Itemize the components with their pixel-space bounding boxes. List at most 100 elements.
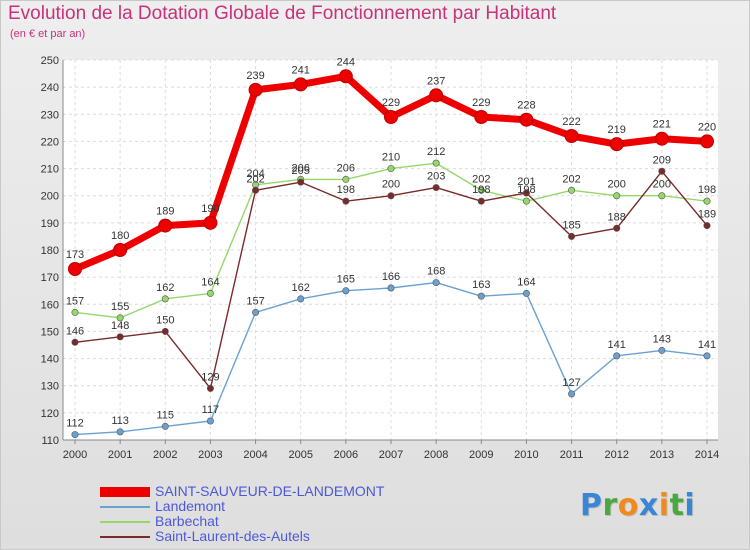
- data-label: 164: [517, 276, 535, 288]
- data-point: [522, 189, 530, 197]
- data-point: [658, 192, 666, 200]
- data-point: [568, 186, 576, 194]
- y-tick-label: 150: [41, 326, 59, 338]
- data-label: 200: [653, 179, 671, 191]
- x-tick-label: 2012: [604, 449, 628, 461]
- data-label: 173: [66, 249, 84, 261]
- x-tick-label: 2011: [560, 449, 584, 461]
- data-label: 162: [156, 282, 174, 294]
- data-point: [248, 82, 263, 97]
- data-label: 200: [382, 179, 400, 191]
- y-tick-label: 120: [41, 408, 59, 420]
- data-label: 141: [608, 339, 626, 351]
- data-point: [116, 428, 124, 436]
- data-point: [432, 184, 440, 192]
- data-label: 127: [562, 377, 580, 389]
- data-label: 239: [246, 70, 264, 82]
- data-point: [342, 287, 350, 295]
- chart-title: Evolution de la Dotation Globale de Fonc…: [8, 3, 557, 24]
- data-point: [338, 69, 353, 84]
- data-point: [703, 197, 711, 205]
- data-label: 155: [111, 301, 129, 313]
- x-tick-label: 2004: [243, 449, 267, 461]
- data-point: [252, 308, 260, 316]
- x-tick-label: 2001: [108, 449, 132, 461]
- data-label: 112: [66, 418, 84, 430]
- x-tick-label: 2007: [379, 449, 403, 461]
- data-point: [387, 192, 395, 200]
- data-point: [293, 77, 308, 92]
- data-point: [613, 192, 621, 200]
- data-point: [252, 186, 260, 194]
- data-point: [564, 129, 579, 143]
- data-point: [203, 215, 218, 230]
- data-label: 198: [472, 184, 490, 196]
- data-label: 204: [246, 168, 264, 180]
- legend-label-saint-laurent: Saint-Laurent-des-Autels: [155, 528, 310, 544]
- data-point: [703, 352, 711, 360]
- data-point: [71, 308, 79, 316]
- data-label: 221: [653, 119, 671, 131]
- data-label: 229: [382, 97, 400, 109]
- x-tick-label: 2009: [469, 449, 493, 461]
- data-point: [474, 110, 489, 124]
- chart-subtitle: (en € et par an): [10, 28, 86, 40]
- data-point: [206, 417, 214, 425]
- legend-swatch-saint-sauveur: [100, 487, 150, 497]
- legend-swatch-saint-laurent: [100, 536, 150, 538]
- data-point: [654, 131, 669, 146]
- data-point: [658, 167, 666, 175]
- y-tick-label: 230: [41, 109, 59, 121]
- data-label: 129: [201, 371, 219, 383]
- data-label: 205: [292, 165, 310, 177]
- data-label: 206: [337, 162, 355, 174]
- data-label: 146: [66, 325, 84, 337]
- legend-label-landemont: Landemont: [155, 498, 226, 514]
- data-label: 189: [698, 209, 716, 221]
- x-tick-label: 2010: [514, 449, 538, 461]
- data-point: [206, 289, 214, 297]
- data-label: 198: [337, 184, 355, 196]
- y-tick-label: 240: [41, 82, 59, 94]
- data-point: [384, 110, 398, 124]
- data-label: 228: [517, 100, 535, 112]
- data-point: [568, 232, 576, 240]
- data-label: 113: [111, 415, 129, 427]
- data-point: [519, 112, 534, 127]
- data-label: 237: [427, 75, 445, 87]
- data-label: 168: [427, 266, 445, 278]
- y-tick-label: 250: [41, 55, 59, 67]
- data-point: [522, 289, 530, 297]
- data-label: 202: [472, 173, 490, 185]
- data-point: [206, 384, 214, 392]
- data-point: [522, 197, 530, 205]
- data-label: 229: [472, 97, 490, 109]
- data-point: [116, 333, 124, 341]
- data-point: [297, 178, 305, 186]
- data-label: 188: [608, 211, 626, 223]
- data-label: 180: [111, 230, 129, 242]
- data-point: [116, 314, 124, 322]
- data-point: [342, 175, 350, 183]
- data-label: 117: [202, 404, 220, 416]
- data-label: 244: [337, 56, 355, 68]
- data-point: [613, 224, 621, 232]
- data-label: 166: [382, 271, 400, 283]
- x-tick-label: 2003: [198, 449, 222, 461]
- y-tick-label: 200: [41, 191, 59, 203]
- line-chart: 110 120 130 140 150 160 170 180 190 200 210 220 230 2…: [41, 55, 720, 461]
- data-point: [613, 352, 621, 360]
- data-label: 203: [427, 171, 445, 183]
- data-point: [568, 390, 576, 398]
- x-tick-label: 2006: [334, 449, 358, 461]
- data-label: 220: [698, 121, 716, 133]
- x-tick-label: 2013: [650, 449, 674, 461]
- y-tick-label: 130: [41, 381, 59, 393]
- y-tick-label: 220: [41, 136, 59, 148]
- data-label: 202: [562, 173, 580, 185]
- data-point: [477, 186, 485, 194]
- data-label: 190: [201, 203, 219, 215]
- legend-swatch-landemont: [100, 506, 150, 508]
- proxiti-logo: Proxiti: [580, 488, 696, 523]
- legend-swatch-barbechat: [100, 521, 150, 523]
